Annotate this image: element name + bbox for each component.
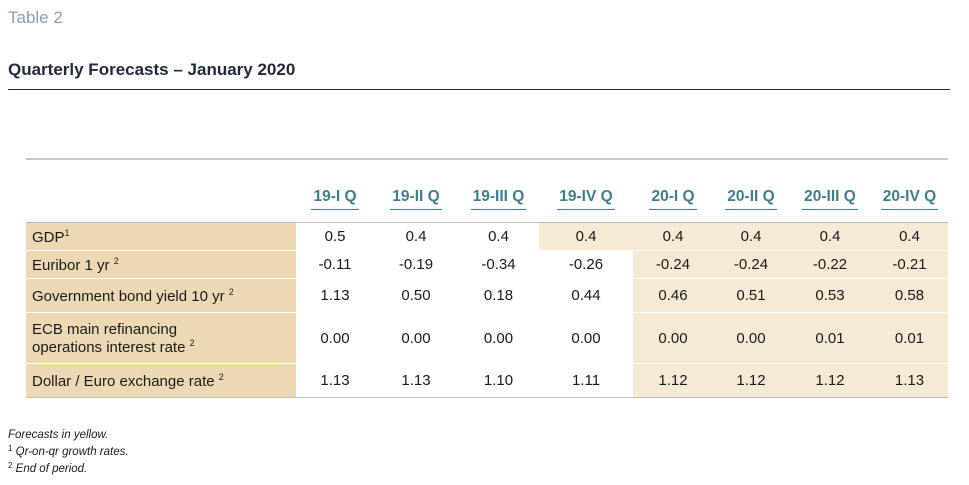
table-cell: -0.26 xyxy=(539,250,633,279)
table-cell: -0.21 xyxy=(871,250,948,279)
footnote-ref: 2 xyxy=(189,337,195,348)
footnote-text: Qr-on-qr growth rates. xyxy=(12,446,129,458)
table-cell: -0.24 xyxy=(713,250,789,279)
table-row: ECB main refinancing operations interest … xyxy=(26,312,948,364)
table-cell: 0.5 xyxy=(296,222,374,251)
table-cell: -0.19 xyxy=(374,250,458,279)
column-header-label: 20-II Q xyxy=(725,188,777,210)
footnote-ref: 2 xyxy=(218,371,224,382)
table-cell: 1.10 xyxy=(458,363,539,398)
table-cell: -0.22 xyxy=(789,250,871,279)
table-cell: -0.34 xyxy=(458,250,539,279)
table-cell: 1.13 xyxy=(296,278,374,313)
table-title: Quarterly Forecasts – January 2020 xyxy=(8,60,296,79)
footnote-ref: 2 xyxy=(228,286,234,297)
row-label: Government bond yield 10 yr 2 xyxy=(26,278,296,313)
footnote-ref: 2 xyxy=(113,255,119,266)
table-cell: 0.51 xyxy=(713,278,789,313)
table-top-rule xyxy=(26,158,948,160)
column-header-label: 20-I Q xyxy=(649,188,697,210)
table-cell: 1.11 xyxy=(539,363,633,398)
column-header: 19-II Q xyxy=(374,160,458,223)
table-cell: -0.24 xyxy=(633,250,713,279)
table-cell: 0.44 xyxy=(539,278,633,313)
row-label: Dollar / Euro exchange rate 2 xyxy=(26,363,296,398)
column-header-label: 20-IV Q xyxy=(880,188,939,210)
row-label-text-line2: operations interest rate xyxy=(32,338,190,356)
table-cell: 0.01 xyxy=(789,312,871,364)
footnotes: Forecasts in yellow. 1 Qr-on-qr growth r… xyxy=(8,425,129,476)
column-header: 20-IV Q xyxy=(871,160,948,223)
title-divider xyxy=(8,89,950,90)
table-row: Dollar / Euro exchange rate 2 1.13 1.13 … xyxy=(26,363,948,398)
table-cell: 0.53 xyxy=(789,278,871,313)
footnote-line: 1 Qr-on-qr growth rates. xyxy=(8,442,129,459)
table-cell: 0.18 xyxy=(458,278,539,313)
row-label: Euribor 1 yr 2 xyxy=(26,250,296,279)
table-row: GDP1 0.5 0.4 0.4 0.4 0.4 0.4 0.4 0.4 xyxy=(26,222,948,251)
column-header: 20-II Q xyxy=(713,160,789,223)
table-cell: 1.13 xyxy=(374,363,458,398)
table-cell: 0.4 xyxy=(539,222,633,251)
column-header: 20-III Q xyxy=(789,160,871,223)
row-label: GDP1 xyxy=(26,222,296,251)
table-cell: 0.00 xyxy=(296,312,374,364)
footnote-line: 2 End of period. xyxy=(8,459,129,476)
row-label-text: ECB main refinancing xyxy=(32,320,178,338)
table-cell: 0.4 xyxy=(458,222,539,251)
footnote-text: End of period. xyxy=(12,463,88,475)
column-header-label: 19-II Q xyxy=(390,188,442,210)
column-header-label: 20-III Q xyxy=(802,188,858,210)
footnote-marker: 2 xyxy=(8,461,13,470)
footnote-text: Forecasts in yellow. xyxy=(8,429,109,441)
table-cell: 1.12 xyxy=(789,363,871,398)
table-cell: 0.4 xyxy=(789,222,871,251)
footnote-line: Forecasts in yellow. xyxy=(8,425,129,442)
column-header-label: 19-I Q xyxy=(311,188,359,210)
table-cell: 0.00 xyxy=(539,312,633,364)
row-label-text: Dollar / Euro exchange rate xyxy=(32,372,219,390)
column-header-label: 19-III Q xyxy=(470,188,527,210)
row-label-text: Government bond yield 10 yr xyxy=(32,287,229,305)
table-cell: 0.00 xyxy=(374,312,458,364)
column-header: 20-I Q xyxy=(633,160,713,223)
table-row: Government bond yield 10 yr 2 1.13 0.50 … xyxy=(26,278,948,313)
table-cell: 1.13 xyxy=(296,363,374,398)
table-cell: 0.00 xyxy=(713,312,789,364)
table-cell: 0.4 xyxy=(633,222,713,251)
table-cell: 0.46 xyxy=(633,278,713,313)
table-cell: 0.00 xyxy=(458,312,539,364)
column-header: 19-I Q xyxy=(296,160,374,223)
table-cell: -0.11 xyxy=(296,250,374,279)
column-header-label: 19-IV Q xyxy=(557,188,615,210)
row-label-text: GDP xyxy=(32,228,65,246)
table-cell: 0.4 xyxy=(374,222,458,251)
header-row: 19-I Q 19-II Q 19-III Q 19-IV Q 20-I Q 2… xyxy=(26,160,948,223)
footnote-ref: 1 xyxy=(64,227,70,238)
table-cell: 0.4 xyxy=(871,222,948,251)
row-label: ECB main refinancing operations interest … xyxy=(26,312,296,364)
table-caption: Table 2 xyxy=(8,8,63,27)
forecast-table: 19-I Q 19-II Q 19-III Q 19-IV Q 20-I Q 2… xyxy=(26,160,948,398)
table-cell: 1.12 xyxy=(713,363,789,398)
table-cell: 0.01 xyxy=(871,312,948,364)
footnote-marker: 1 xyxy=(8,444,13,453)
table-cell: 1.12 xyxy=(633,363,713,398)
header-empty-cell xyxy=(26,160,296,223)
table-cell: 1.13 xyxy=(871,363,948,398)
table-cell: 0.50 xyxy=(374,278,458,313)
table-cell: 0.4 xyxy=(713,222,789,251)
table-cell: 0.58 xyxy=(871,278,948,313)
table-row: Euribor 1 yr 2 -0.11 -0.19 -0.34 -0.26 -… xyxy=(26,250,948,279)
column-header: 19-III Q xyxy=(458,160,539,223)
row-label-text: Euribor 1 yr xyxy=(32,256,114,274)
forecast-table-container: 19-I Q 19-II Q 19-III Q 19-IV Q 20-I Q 2… xyxy=(26,158,948,398)
table-cell: 0.00 xyxy=(633,312,713,364)
column-header: 19-IV Q xyxy=(539,160,633,223)
